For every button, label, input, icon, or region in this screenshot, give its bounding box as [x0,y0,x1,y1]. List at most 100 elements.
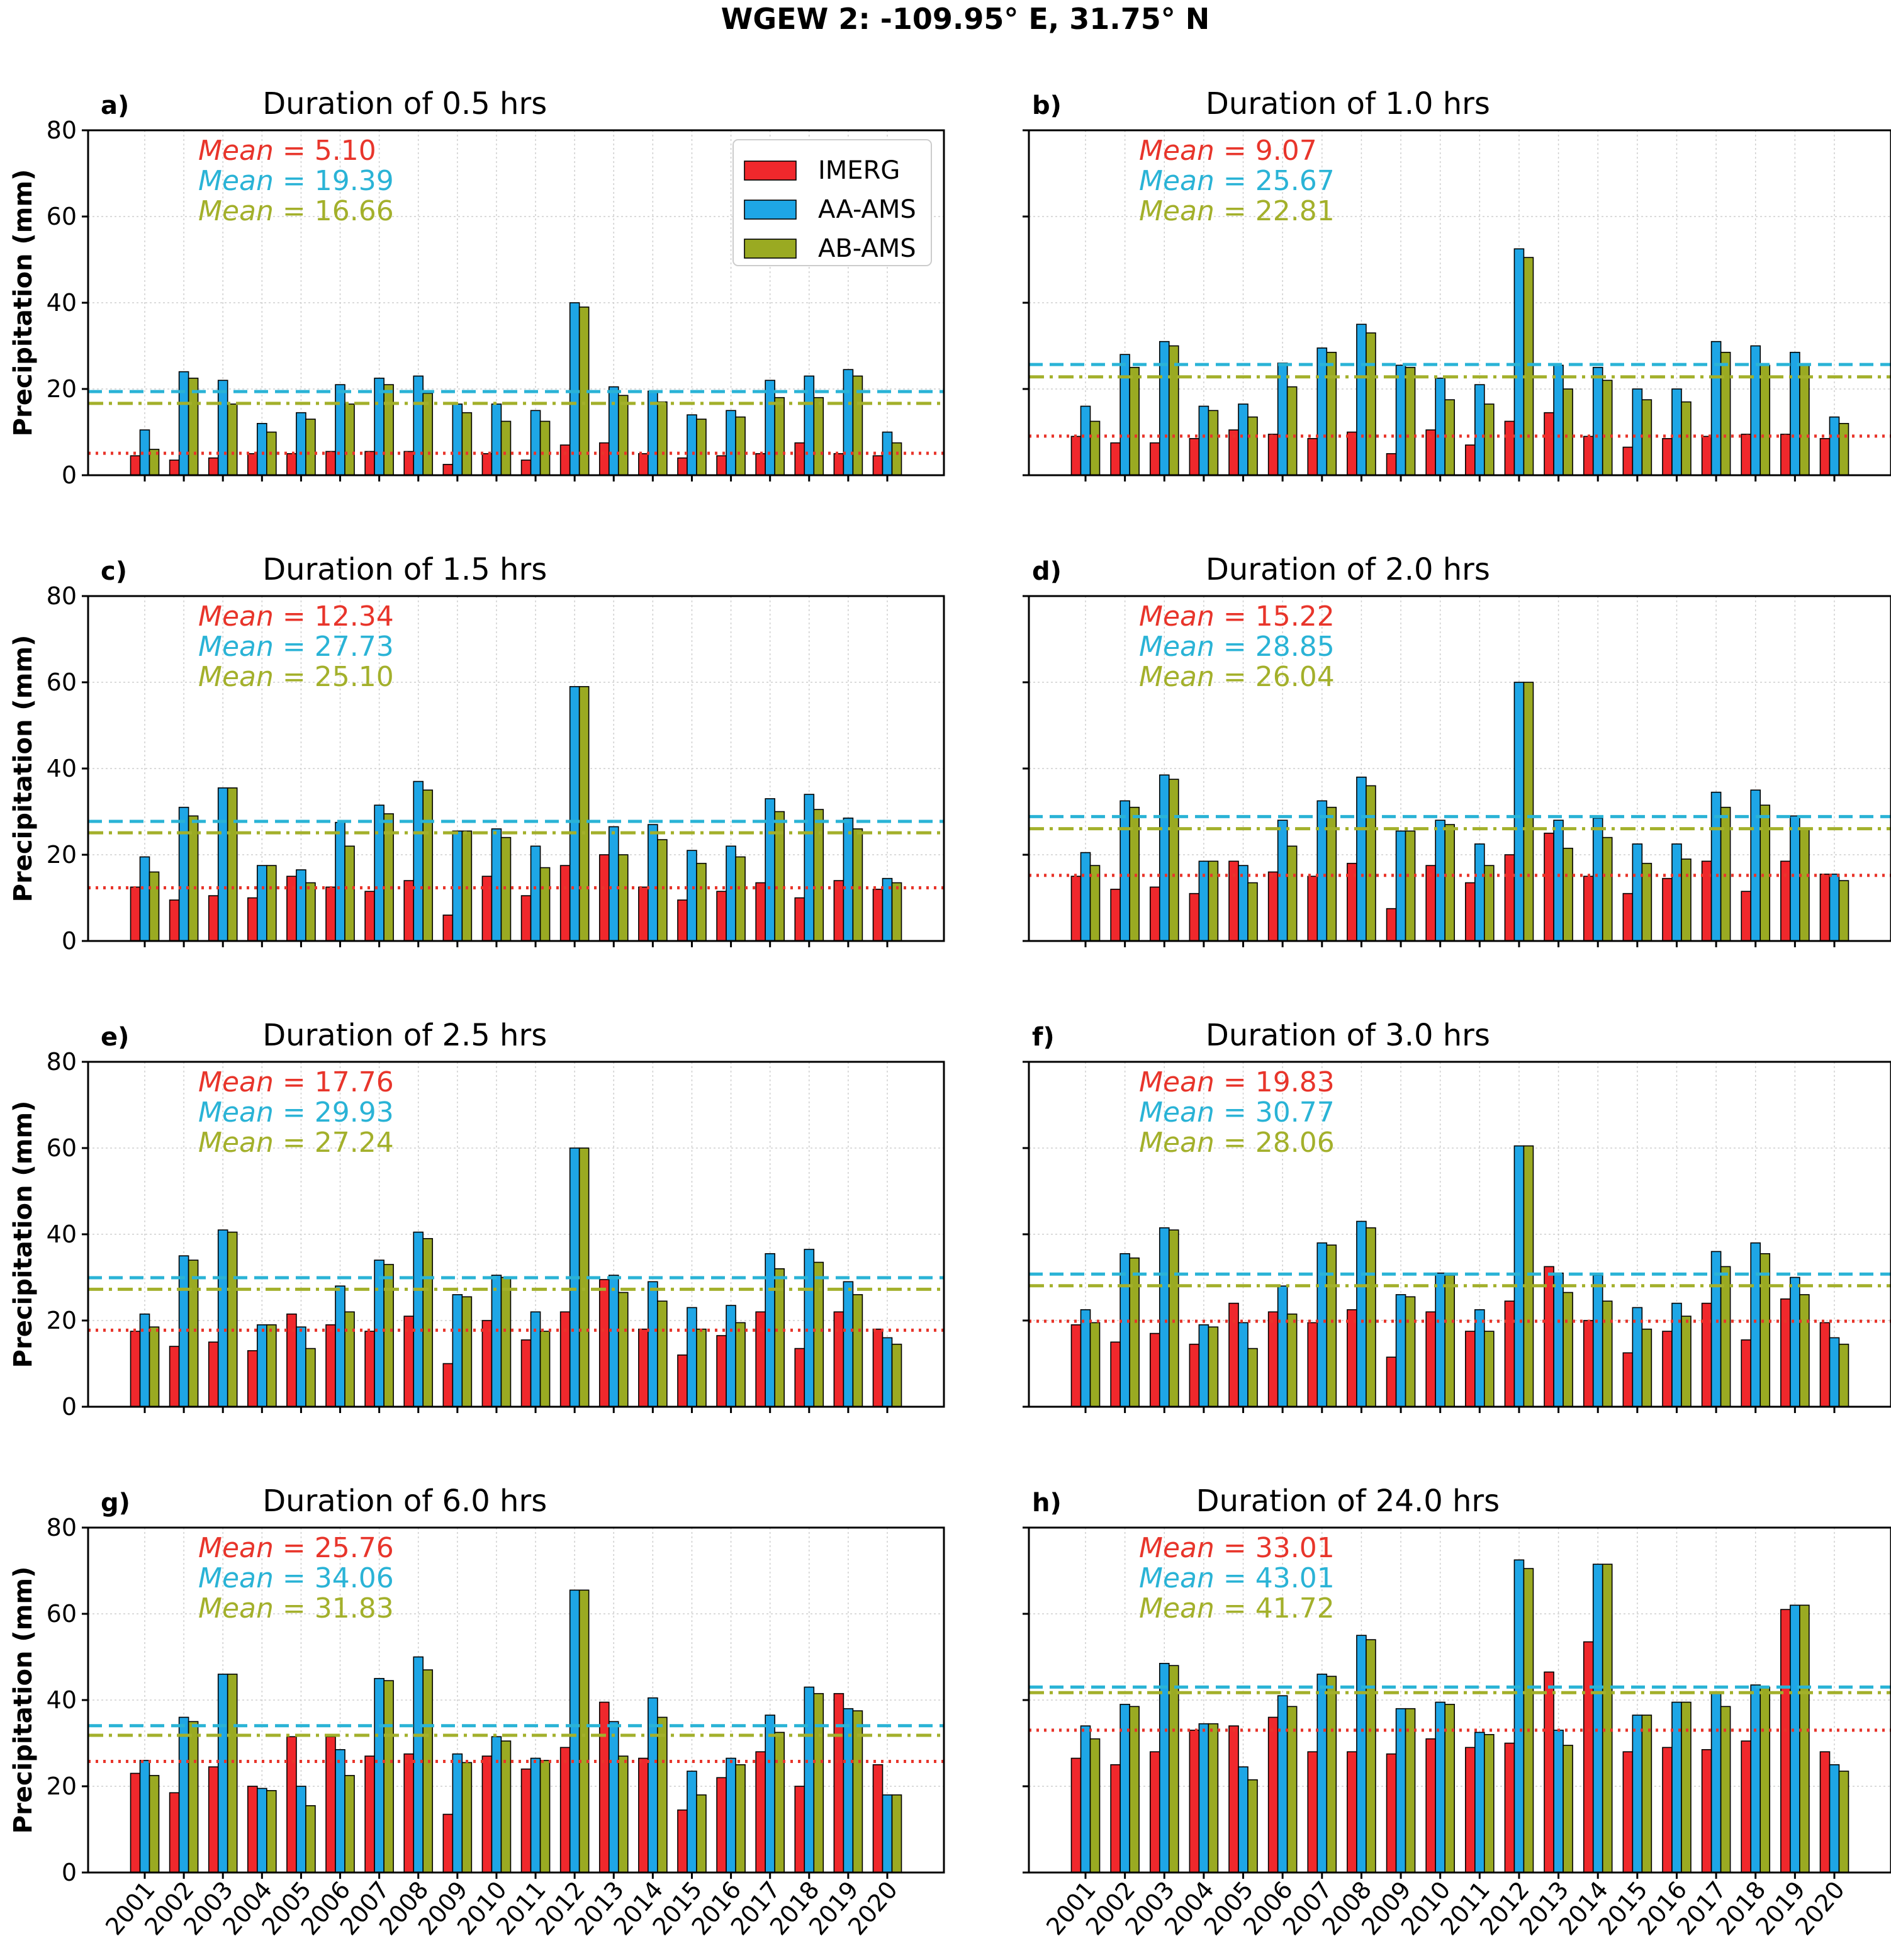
bar-aa-ams-2010 [491,1275,502,1407]
bar-ab-ams-2006 [344,1311,355,1407]
bar-imerg-2020 [872,889,884,942]
bar-aa-ams-2009 [1395,1708,1406,1873]
bar-aa-ams-2013 [1553,819,1564,942]
bar-ab-ams-2012 [1523,1568,1534,1873]
bar-imerg-2010 [481,1755,493,1873]
mean-annotation-aa-ams: Mean = 29.93 [198,1096,394,1129]
bar-imerg-2011 [520,1768,532,1873]
bar-aa-ams-2008 [413,780,424,942]
bar-aa-ams-2002 [178,371,189,476]
bar-ab-ams-2009 [461,1762,473,1873]
bar-aa-ams-2002 [1119,800,1130,942]
panel-title: Duration of 2.0 hrs [1206,552,1490,587]
bar-imerg-2012 [559,444,571,476]
bar-ab-ams-2009 [461,830,473,942]
y-axis-label: Precipitation (mm) [9,169,38,437]
bar-imerg-2014 [1583,1320,1594,1407]
bar-aa-ams-2009 [452,1753,463,1873]
bar-ab-ams-2007 [383,1264,394,1407]
y-tick-label: 20 [47,841,77,869]
bar-ab-ams-2016 [735,416,746,476]
bar-aa-ams-2011 [530,410,541,476]
bar-imerg-2007 [1307,1751,1318,1873]
bar-ab-ams-2020 [891,882,902,942]
bar-imerg-2013 [598,1279,610,1407]
bar-ab-ams-2014 [1602,1300,1613,1407]
bar-aa-ams-2003 [1159,341,1170,476]
bar-aa-ams-2012 [1513,248,1525,476]
bar-ab-ams-2016 [735,856,746,942]
bar-imerg-2004 [247,453,258,476]
bar-imerg-2008 [403,1753,415,1873]
y-tick-label: 20 [47,375,77,403]
bar-imerg-2004 [247,1350,258,1407]
bar-aa-ams-2005 [1238,1322,1249,1407]
bar-imerg-2008 [403,451,415,476]
bar-imerg-2013 [1544,1671,1554,1873]
bar-ab-ams-2006 [344,845,355,942]
bar-imerg-2006 [1267,434,1279,476]
y-tick-label: 0 [62,927,77,955]
bar-aa-ams-2016 [1671,1701,1682,1873]
bar-aa-ams-2020 [1829,416,1840,476]
bar-imerg-2011 [520,459,532,476]
bar-aa-ams-2017 [765,798,775,942]
bar-aa-ams-2003 [1159,1227,1170,1407]
bar-ab-ams-2004 [1208,1723,1219,1873]
bar-imerg-2005 [286,453,297,476]
bar-imerg-2014 [1583,876,1594,942]
bar-ab-ams-2007 [1326,1244,1337,1407]
bar-aa-ams-2001 [1080,405,1091,476]
bar-aa-ams-2012 [1513,1145,1525,1407]
bar-aa-ams-2015 [687,850,697,942]
panel-title: Duration of 0.5 hrs [262,86,547,121]
bar-imerg-2004 [1189,893,1200,942]
bar-imerg-2007 [364,1755,375,1873]
bar-aa-ams-2012 [569,686,580,942]
bar-aa-ams-2015 [1632,843,1643,942]
bar-ab-ams-2020 [1838,880,1849,942]
bar-aa-ams-2009 [1395,364,1406,476]
bar-ab-ams-2017 [1720,1266,1731,1407]
legend-label-aa-ams: AA-AMS [818,195,916,224]
bar-ab-ams-2005 [305,882,316,942]
mean-annotation-imerg: Mean = 19.83 [1139,1066,1335,1098]
bar-ab-ams-2019 [1799,1294,1810,1407]
bar-ab-ams-2006 [344,1775,355,1873]
bar-imerg-2005 [1228,860,1239,942]
panel-label: e) [101,1023,129,1052]
bar-imerg-2008 [1347,1309,1357,1407]
bar-ab-ams-2019 [1799,1604,1810,1873]
bar-aa-ams-2009 [1395,830,1406,942]
panels-container: 0 20 40 60 80 Precipitation (mm) a) Duration of… [9,86,1891,1940]
bar-aa-ams-2007 [1316,1674,1328,1873]
bar-ab-ams-2015 [1641,1715,1653,1873]
bar-imerg-2019 [1780,1298,1791,1407]
mean-annotation-imerg: Mean = 25.76 [198,1532,394,1564]
bar-aa-ams-2013 [608,1275,619,1407]
bar-imerg-2017 [755,1751,766,1873]
bar-ab-ams-2001 [149,871,160,942]
mean-annotation-ab-ams: Mean = 28.06 [1139,1127,1335,1159]
bar-imerg-2011 [1465,1747,1476,1873]
mean-annotation-aa-ams: Mean = 30.77 [1139,1096,1335,1129]
bar-imerg-2020 [872,455,884,476]
mean-annotation-ab-ams: Mean = 22.81 [1139,195,1335,227]
bar-aa-ams-2009 [452,1294,463,1407]
bar-imerg-2008 [1347,431,1357,476]
bar-imerg-2006 [1267,1311,1279,1407]
bar-imerg-2004 [247,1786,258,1873]
mean-annotation-imerg: Mean = 15.22 [1139,600,1335,633]
bar-aa-ams-2003 [217,1229,228,1407]
bar-ab-ams-2015 [696,419,707,476]
bar-aa-ams-2006 [335,1749,345,1873]
bar-imerg-2001 [1070,1324,1082,1407]
bar-aa-ams-2015 [687,1771,697,1873]
bar-imerg-2014 [1583,1641,1594,1873]
bar-imerg-2005 [1228,1725,1239,1873]
bar-aa-ams-2011 [1474,1309,1485,1407]
bar-ab-ams-2006 [1286,386,1298,476]
bar-ab-ams-2019 [1799,828,1810,942]
bar-aa-ams-2001 [139,1313,150,1407]
bar-ab-ams-2007 [383,1680,394,1873]
